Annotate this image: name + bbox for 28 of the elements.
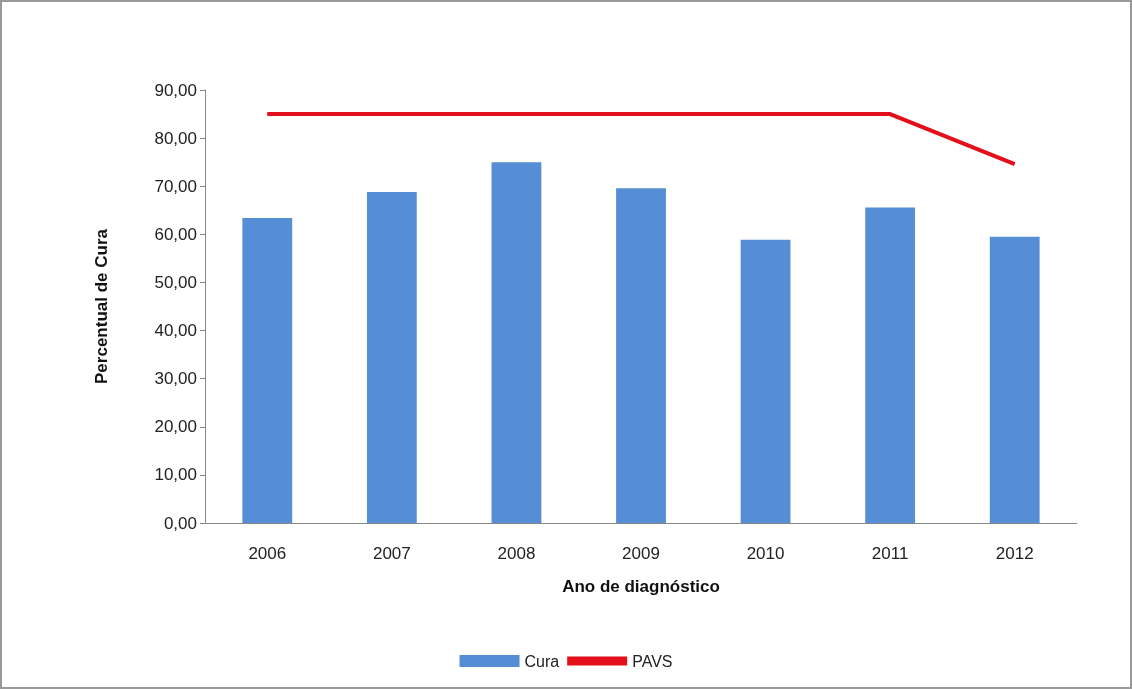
x-axis-title: Ano de diagnóstico [562, 577, 720, 596]
bar [491, 162, 542, 523]
y-tick-label: 90,00 [154, 80, 197, 100]
y-tick-label: 30,00 [154, 369, 197, 389]
y-tick-label: 0,00 [163, 513, 197, 533]
x-tick-label: 2010 [746, 544, 785, 563]
x-tick-label: 2012 [995, 544, 1034, 563]
bar [865, 207, 916, 523]
bar [740, 239, 791, 523]
bar [242, 217, 293, 523]
x-tick-label: 2011 [871, 544, 909, 563]
y-tick-label: 20,00 [154, 417, 197, 437]
y-tick-label: 50,00 [154, 272, 197, 292]
x-tick-label: 2009 [622, 544, 660, 563]
y-tick-label: 70,00 [154, 176, 197, 196]
x-tick-label: 2008 [497, 544, 536, 563]
x-tick-label: 2007 [372, 544, 411, 563]
bar [616, 188, 666, 523]
legend-label: PAVS [632, 652, 673, 670]
bar [366, 192, 417, 523]
y-tick-label: 10,00 [154, 465, 197, 485]
legend-label: Cura [524, 652, 560, 670]
x-tick-label: 2006 [248, 544, 287, 563]
y-axis-title: Percentual de Cura [92, 228, 111, 384]
y-tick-label: 80,00 [154, 128, 197, 148]
y-tick-label: 40,00 [154, 321, 197, 341]
bar [989, 236, 1040, 523]
y-tick-label: 60,00 [154, 224, 197, 244]
